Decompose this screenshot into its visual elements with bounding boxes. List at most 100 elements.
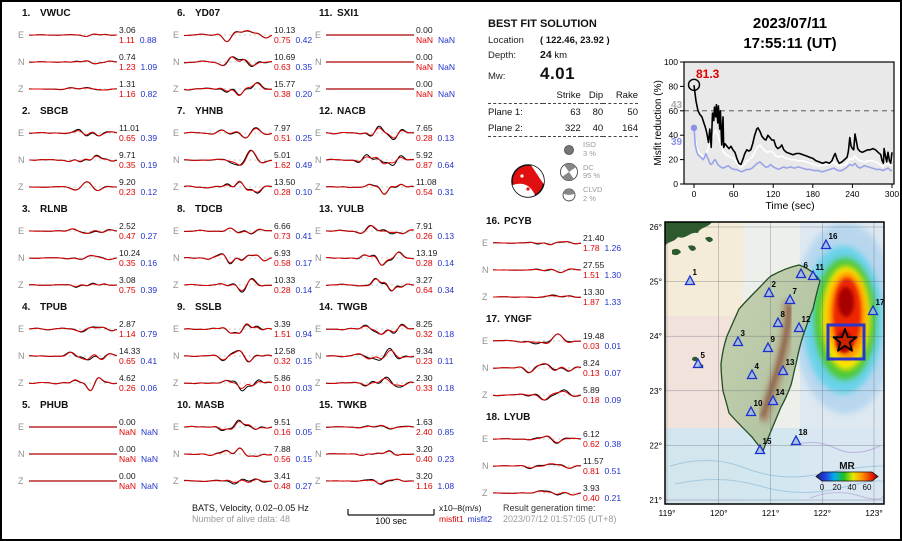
channel-values: 3.93 0.40 0.21 bbox=[583, 483, 621, 503]
waveform-trace bbox=[29, 128, 117, 136]
waveform-trace bbox=[184, 180, 272, 194]
map-station-10: 10 bbox=[745, 399, 763, 417]
plane2-label: Plane 2: bbox=[488, 120, 543, 137]
misfit2-value: 0.41 bbox=[295, 230, 313, 241]
station-code: YD07 bbox=[195, 8, 221, 19]
misfit-white bbox=[693, 129, 893, 168]
channel-values: 5.86 0.10 0.03 bbox=[274, 373, 312, 393]
misfit1-value: 0.26 bbox=[119, 382, 136, 393]
channel-label: E bbox=[173, 29, 180, 40]
misfit1-value: 0.87 bbox=[416, 159, 433, 170]
misfit1-value: NaN bbox=[119, 453, 137, 464]
best-fit-solution-panel: BEST FIT SOLUTION Location ( 122.46, 23.… bbox=[488, 18, 646, 225]
channel-label: Z bbox=[173, 475, 179, 486]
misfit1-value: 0.63 bbox=[274, 61, 291, 72]
station-number: 6. bbox=[177, 8, 186, 19]
waveform-trace bbox=[326, 449, 414, 456]
svg-text:20: 20 bbox=[833, 483, 842, 492]
misfit1-value: NaN bbox=[416, 88, 434, 99]
misfit-blue bbox=[693, 127, 892, 173]
channel-label: N bbox=[173, 252, 180, 263]
misfit1-value: 1.11 bbox=[119, 34, 135, 45]
waveform-trace bbox=[326, 347, 414, 361]
misfit1-value: 0.28 bbox=[416, 132, 433, 143]
svg-text:60: 60 bbox=[863, 483, 872, 492]
channel-label: E bbox=[18, 225, 25, 236]
amplitude-value: 8.25 bbox=[416, 318, 433, 329]
channel-values: 7.88 0.56 0.15 bbox=[274, 444, 312, 464]
station-block: 13. YULB E 7.91 0.26 0.13 N 13.19 0.28 0.14 bbox=[313, 204, 457, 302]
channel-values: 0.00 NaN NaN bbox=[119, 417, 158, 437]
station-block: 18. LYUB E 6.12 0.62 0.38 N 11.57 0.81 0.51 bbox=[480, 412, 630, 510]
station-number: 8. bbox=[177, 204, 186, 215]
amplitude-value: 7.65 bbox=[416, 122, 433, 133]
channel-values: 9.71 0.35 0.19 bbox=[119, 150, 157, 170]
focal-mechanism-beachball bbox=[511, 164, 545, 198]
misfit2-value: 0.14 bbox=[437, 257, 455, 268]
waveform-trace bbox=[184, 349, 272, 362]
svg-text:20: 20 bbox=[669, 155, 679, 165]
station-header: 15. TWKB bbox=[319, 400, 457, 413]
channel-label: E bbox=[315, 225, 322, 236]
misfit2-value: 0.10 bbox=[295, 186, 313, 197]
map-station-5: 5 bbox=[692, 351, 706, 369]
misfit-black bbox=[693, 85, 893, 166]
channel-values: 11.57 0.81 0.51 bbox=[583, 456, 621, 476]
clvd-pct: 2 % bbox=[583, 193, 596, 203]
misfit2-value: 1.09 bbox=[140, 61, 158, 72]
station-header: 1. VWUC bbox=[22, 8, 166, 21]
channel-row: N 3.20 0.40 0.23 bbox=[313, 440, 457, 467]
station-code: RLNB bbox=[40, 204, 68, 215]
svg-text:2: 2 bbox=[772, 280, 777, 289]
misfit2-value: 0.49 bbox=[295, 159, 313, 170]
dc-label: DC bbox=[583, 162, 594, 172]
amplitude-value: 1.63 bbox=[416, 416, 433, 427]
svg-text:180: 180 bbox=[806, 189, 820, 199]
waveform-trace bbox=[326, 60, 414, 63]
channel-row: N 9.34 0.23 0.11 bbox=[313, 342, 457, 369]
misfit2-value: 0.25 bbox=[295, 132, 313, 143]
station-code: TDCB bbox=[195, 204, 223, 215]
channel-row: E 0.00 NaN NaN bbox=[313, 21, 457, 48]
station-number: 3. bbox=[22, 204, 31, 215]
amplitude-value: 11.08 bbox=[416, 176, 437, 187]
station-number: 14. bbox=[319, 302, 333, 313]
svg-text:240: 240 bbox=[845, 189, 859, 199]
channel-values: 3.20 0.40 0.23 bbox=[416, 444, 454, 464]
station-header: 5. PHUB bbox=[22, 400, 166, 413]
channel-row: E 2.87 1.14 0.79 bbox=[16, 315, 166, 342]
event-time: 17:55:11 (UT) bbox=[743, 35, 836, 52]
station-block: 6. YD07 E 10.13 0.75 0.42 N 10.69 0.63 0.35 bbox=[171, 8, 315, 106]
channel-row: Z 3.93 0.40 0.21 bbox=[480, 479, 630, 506]
misfit1-value: 1.14 bbox=[119, 328, 136, 339]
station-code: TWKB bbox=[337, 400, 367, 411]
waveform-trace bbox=[326, 376, 414, 388]
channel-values: 2.87 1.14 0.79 bbox=[119, 319, 157, 339]
waveform-trace bbox=[493, 388, 581, 401]
waveform-trace bbox=[29, 254, 117, 260]
svg-text:1: 1 bbox=[693, 268, 698, 277]
channel-label: E bbox=[173, 323, 180, 334]
svg-text:11: 11 bbox=[816, 263, 825, 272]
misfit-legend: misfit1 misfit2 bbox=[439, 514, 492, 524]
channel-values: 27.55 1.51 1.30 bbox=[583, 260, 621, 280]
channel-label: N bbox=[315, 350, 322, 361]
mw-label: Mw: bbox=[488, 71, 506, 82]
misfit1-value: 0.13 bbox=[583, 367, 600, 378]
misfit2-value: NaN bbox=[141, 480, 159, 491]
waveform-column-4: 16. PCYB E 21.40 1.78 1.26 N 27.55 1.51 1.3… bbox=[480, 216, 630, 510]
channel-label: N bbox=[173, 154, 180, 165]
channel-label: Z bbox=[18, 83, 24, 94]
misfit2-value: 0.06 bbox=[140, 382, 158, 393]
panel-title: BEST FIT SOLUTION bbox=[488, 18, 597, 30]
t-axis-dot bbox=[520, 174, 524, 178]
channel-values: 3.08 0.75 0.39 bbox=[119, 275, 157, 295]
svg-text:7: 7 bbox=[793, 287, 798, 296]
waveform-trace bbox=[326, 323, 414, 335]
channel-row: Z 3.08 0.75 0.39 bbox=[16, 271, 166, 298]
misfit1-value: 0.47 bbox=[119, 230, 136, 241]
channel-values: 6.93 0.58 0.17 bbox=[274, 248, 312, 268]
channel-label: E bbox=[315, 29, 322, 40]
plane2-strike: 322 bbox=[542, 120, 581, 137]
